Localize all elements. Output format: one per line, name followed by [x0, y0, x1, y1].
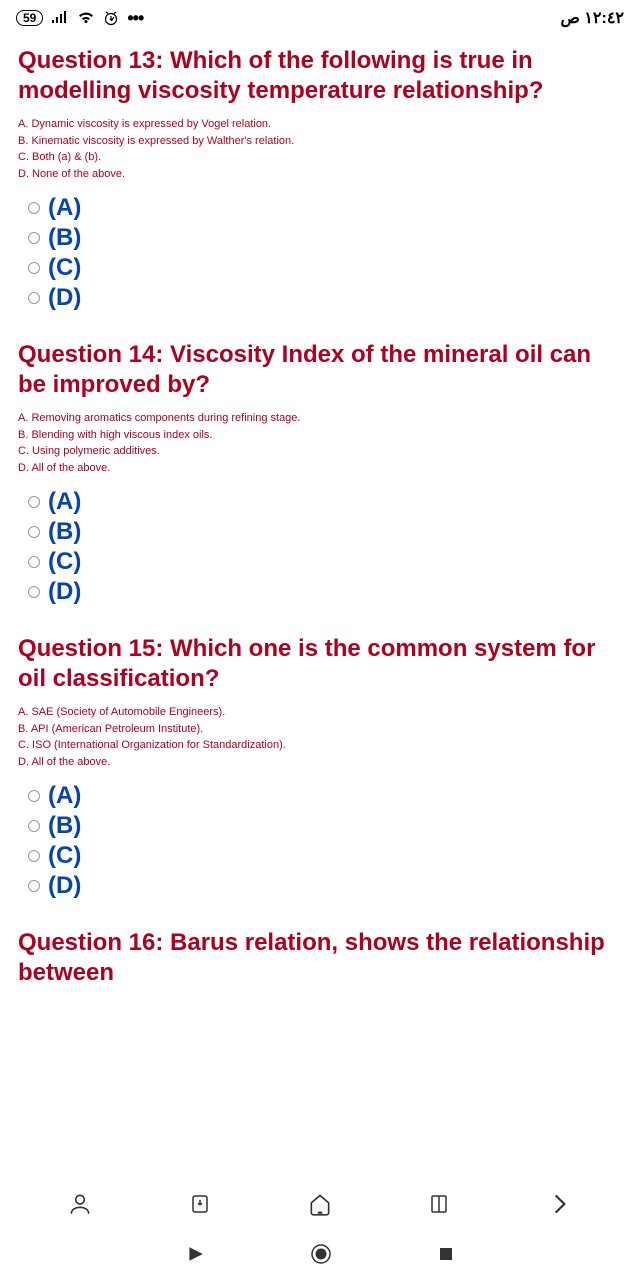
- answer-description-line: C. Using polymeric additives.: [18, 443, 622, 460]
- option-label: (D): [48, 284, 81, 312]
- answer-description-line: C. Both (a) & (b).: [18, 149, 622, 166]
- radio-button[interactable]: [28, 292, 40, 304]
- option-label: (A): [48, 194, 81, 222]
- answer-description-line: C. ISO (International Organization for S…: [18, 737, 622, 754]
- option-label: (B): [48, 224, 81, 252]
- option-label: (C): [48, 254, 81, 282]
- question-block: Question 14: Viscosity Index of the mine…: [18, 340, 622, 606]
- option-row[interactable]: (A): [28, 782, 622, 810]
- answer-description-line: B. Kinematic viscosity is expressed by W…: [18, 133, 622, 150]
- radio-button[interactable]: [28, 586, 40, 598]
- option-label: (D): [48, 872, 81, 900]
- answer-description-line: D. None of the above.: [18, 166, 622, 183]
- radio-button[interactable]: [28, 556, 40, 568]
- home-button[interactable]: [310, 1243, 332, 1270]
- profile-icon[interactable]: [64, 1188, 96, 1220]
- forward-icon[interactable]: [544, 1188, 576, 1220]
- notification-badge: 59: [16, 10, 43, 26]
- options-group: (A)(B)(C)(D): [28, 782, 622, 900]
- answer-description-line: A. SAE (Society of Automobile Engineers)…: [18, 704, 622, 721]
- question-title: Question 16: Barus relation, shows the r…: [18, 928, 622, 988]
- option-row[interactable]: (D): [28, 872, 622, 900]
- options-group: (A)(B)(C)(D): [28, 194, 622, 312]
- answer-descriptions: A. Dynamic viscosity is expressed by Vog…: [18, 116, 622, 182]
- option-label: (B): [48, 518, 81, 546]
- answer-description-line: B. Blending with high viscous index oils…: [18, 427, 622, 444]
- answer-descriptions: A. Removing aromatics components during …: [18, 410, 622, 476]
- radio-button[interactable]: [28, 790, 40, 802]
- option-row[interactable]: (C): [28, 548, 622, 576]
- quiz-content: Question 13: Which of the following is t…: [0, 36, 640, 1176]
- radio-button[interactable]: [28, 526, 40, 538]
- status-bar: 59 ••• ١٢:٤٢ ص: [0, 0, 640, 36]
- answer-description-line: D. All of the above.: [18, 460, 622, 477]
- home-icon[interactable]: [304, 1188, 336, 1220]
- radio-button[interactable]: [28, 850, 40, 862]
- option-row[interactable]: (C): [28, 842, 622, 870]
- more-icon: •••: [127, 8, 143, 29]
- answer-description-line: B. API (American Petroleum Institute).: [18, 721, 622, 738]
- question-title: Question 15: Which one is the common sys…: [18, 634, 622, 694]
- option-row[interactable]: (B): [28, 518, 622, 546]
- question-block: Question 13: Which of the following is t…: [18, 46, 622, 312]
- option-label: (B): [48, 812, 81, 840]
- status-time: ١٢:٤٢ ص: [561, 8, 625, 28]
- option-row[interactable]: (D): [28, 578, 622, 606]
- answer-descriptions: A. SAE (Society of Automobile Engineers)…: [18, 704, 622, 770]
- option-label: (D): [48, 578, 81, 606]
- option-row[interactable]: (A): [28, 194, 622, 222]
- option-row[interactable]: (D): [28, 284, 622, 312]
- answer-description-line: A. Removing aromatics components during …: [18, 410, 622, 427]
- question-title: Question 14: Viscosity Index of the mine…: [18, 340, 622, 400]
- option-row[interactable]: (B): [28, 812, 622, 840]
- recent-apps-button[interactable]: [186, 1245, 204, 1268]
- option-row[interactable]: (B): [28, 224, 622, 252]
- question-block: Question 16: Barus relation, shows the r…: [18, 928, 622, 988]
- option-label: (A): [48, 782, 81, 810]
- question-title: Question 13: Which of the following is t…: [18, 46, 622, 106]
- answer-description-line: D. All of the above.: [18, 754, 622, 771]
- radio-button[interactable]: [28, 496, 40, 508]
- question-block: Question 15: Which one is the common sys…: [18, 634, 622, 900]
- option-row[interactable]: (A): [28, 488, 622, 516]
- answer-description-line: A. Dynamic viscosity is expressed by Vog…: [18, 116, 622, 133]
- back-button[interactable]: [438, 1246, 454, 1267]
- signal-icon: [51, 11, 69, 25]
- option-label: (A): [48, 488, 81, 516]
- browser-toolbar: [0, 1176, 640, 1232]
- radio-button[interactable]: [28, 202, 40, 214]
- option-label: (C): [48, 842, 81, 870]
- radio-button[interactable]: [28, 880, 40, 892]
- radio-button[interactable]: [28, 262, 40, 274]
- options-group: (A)(B)(C)(D): [28, 488, 622, 606]
- alarm-icon: [103, 10, 119, 26]
- option-label: (C): [48, 548, 81, 576]
- status-left: 59 •••: [16, 8, 143, 29]
- radio-button[interactable]: [28, 232, 40, 244]
- wifi-icon: [77, 11, 95, 25]
- system-nav-bar: [0, 1232, 640, 1280]
- tabs-icon[interactable]: [424, 1188, 456, 1220]
- option-row[interactable]: (C): [28, 254, 622, 282]
- radio-button[interactable]: [28, 820, 40, 832]
- download-icon[interactable]: [184, 1188, 216, 1220]
